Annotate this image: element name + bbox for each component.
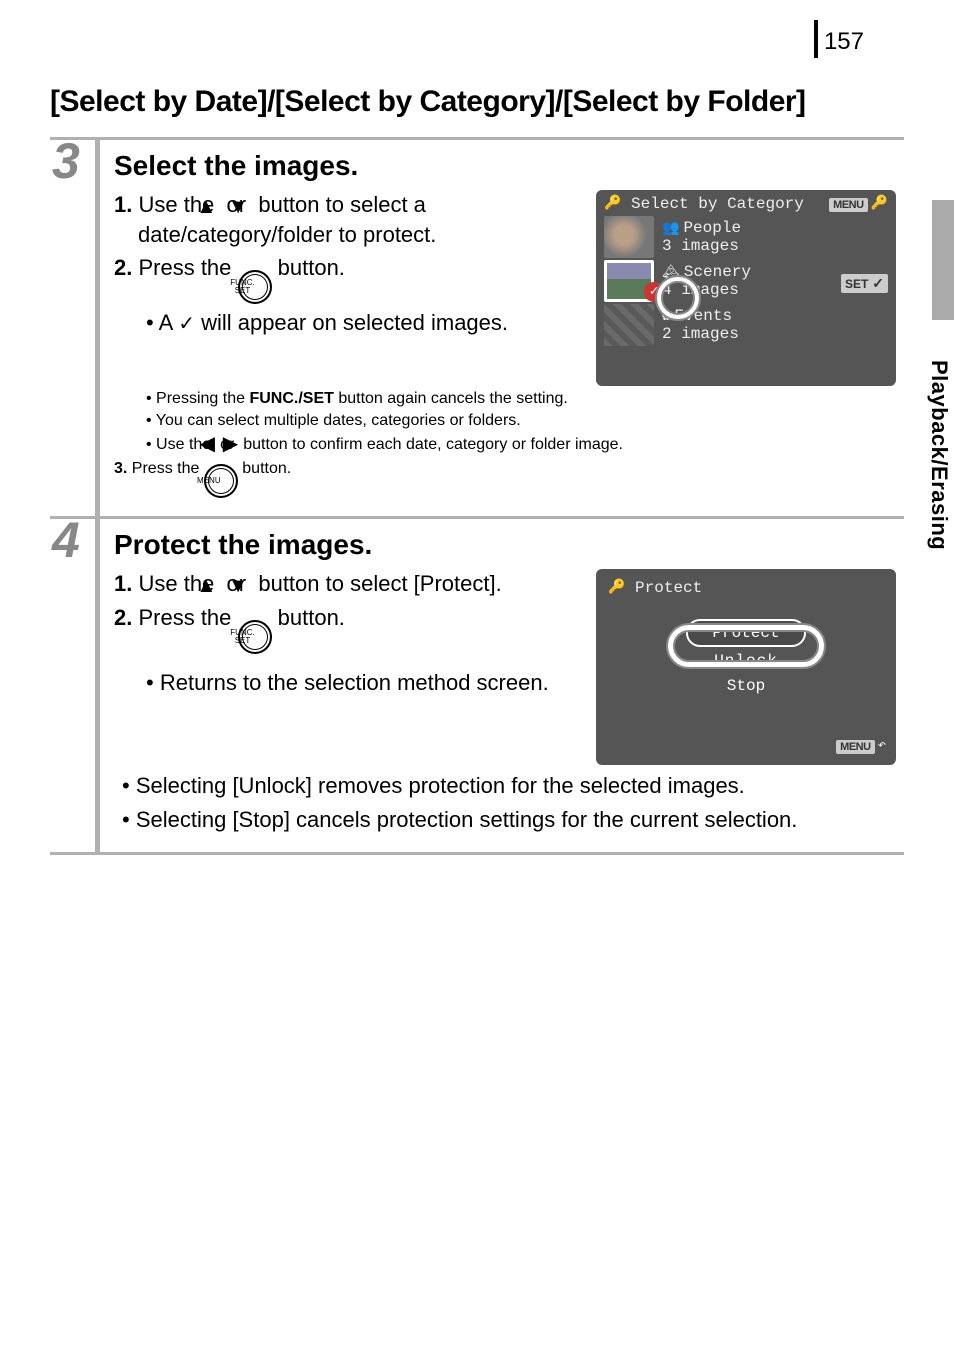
lcd-preview-category: 🔑 Select by Category MENU🔑 � [596, 190, 896, 386]
step3-line3: 3. Press the MENU button. [138, 460, 896, 498]
category-row-scenery: ✓ 🏔Scenery 4 images SET [604, 260, 888, 302]
check-icon: ✓ [178, 313, 195, 335]
page-number: 157 [814, 20, 864, 58]
step3-line2: 2. Press the FUNC.SET button. [138, 253, 586, 304]
step-4: 4 Protect the images. 1. Use the ▲ or ▼ … [50, 516, 904, 855]
step3-bullet2: Pressing the FUNC./SET button again canc… [162, 390, 896, 408]
step3-bullet3: You can select multiple dates, categorie… [162, 412, 896, 430]
category-row-events: ✿Events 2 images [604, 304, 888, 346]
lcd2-title: 🔑 Protect [596, 569, 896, 601]
lcd1-menu-badge: MENU🔑 [829, 195, 888, 213]
highlight-ring-icon [668, 625, 824, 667]
step-number: 3 [52, 132, 80, 190]
category-row-people: 👥People 3 images [604, 216, 888, 258]
step-title: Protect the images. [114, 529, 896, 561]
protect-icon: 🔑 [604, 196, 621, 212]
step4-bullet2: Selecting [Unlock] removes protection fo… [138, 771, 896, 801]
page-heading: [Select by Date]/[Select by Category]/[S… [50, 85, 904, 119]
step4-line1: 1. Use the ▲ or ▼ button to select [Prot… [138, 569, 586, 599]
step-3: 3 Select the images. 1. Use the ▲ or ▼ b… [50, 137, 904, 519]
lcd1-title: 🔑 Select by Category [604, 195, 804, 213]
step4-bullet1: Returns to the selection method screen. [162, 668, 586, 698]
menu-button-icon: MENU [204, 464, 238, 498]
step3-bullet4: Use the ◀ or ▶ button to confirm each da… [162, 434, 896, 454]
side-tab-accent [932, 200, 954, 320]
step-number-cell: 3 [50, 140, 100, 516]
step4-bullet3: Selecting [Stop] cancels protection sett… [138, 805, 896, 835]
thumb-events [604, 304, 654, 346]
set-badge: SET [841, 274, 888, 293]
step-title: Select the images. [114, 150, 896, 182]
highlight-ring-icon [656, 276, 700, 320]
step3-bullet1: A ✓ will appear on selected images. [162, 308, 586, 338]
func-set-button-icon: FUNC.SET [238, 620, 272, 654]
func-set-button-icon: FUNC.SET [238, 270, 272, 304]
people-icon: 👥 [662, 221, 679, 237]
step-number: 4 [52, 511, 80, 569]
lcd-preview-protect: 🔑 Protect Protect Unlock Stop MENU↶ [596, 569, 896, 765]
protect-icon: 🔑 [608, 580, 625, 596]
step4-line2: 2. Press the FUNC.SET button. [138, 603, 586, 654]
step-number-cell: 4 [50, 519, 100, 852]
step3-line1: 1. Use the ▲ or ▼ button to select a dat… [138, 190, 586, 249]
thumb-people [604, 216, 654, 258]
protect-option-stop: Stop [691, 675, 801, 697]
side-tab-label: Playback/Erasing [926, 360, 952, 550]
lcd2-menu-badge: MENU↶ [836, 737, 886, 755]
